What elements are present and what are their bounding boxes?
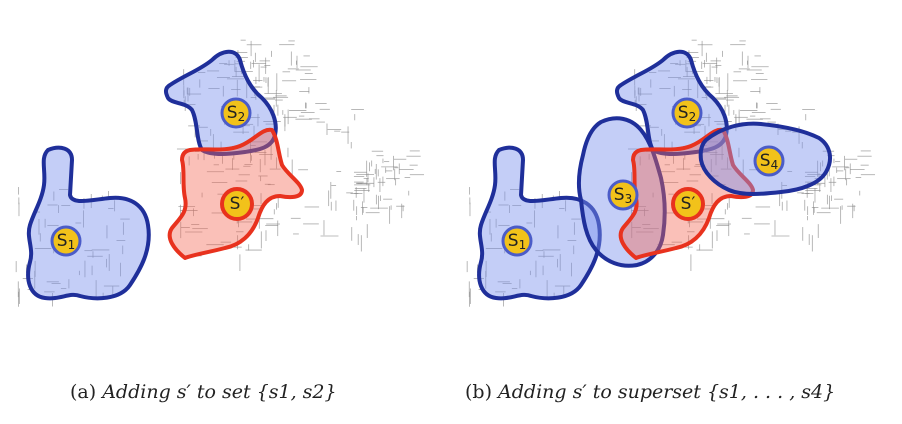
caption-b-tag: (b)	[465, 381, 492, 403]
region-s2	[163, 49, 278, 156]
panel-b-map: S1 S2 S3 S4 S′	[466, 39, 876, 307]
caption-b-text: Adding s′ to superset {s1, . . . , s4}	[498, 381, 836, 403]
caption-a-text: Adding s′ to set {s1, s2}	[102, 381, 337, 403]
road-network	[466, 39, 876, 307]
node-s2: S2	[671, 97, 703, 129]
node-s2: S2	[220, 97, 252, 129]
region-s1	[477, 145, 602, 301]
node-s1-label: S1	[57, 231, 75, 252]
node-s1-label: S1	[508, 231, 526, 252]
panel-a-map: S1 S2 S′	[15, 39, 425, 307]
region-s1	[26, 145, 151, 301]
node-s4: S4	[753, 145, 785, 177]
node-s3: S3	[607, 179, 639, 211]
node-s1: S1	[501, 225, 533, 257]
node-s4-label: S4	[760, 151, 778, 172]
caption-b: (b) Adding s′ to superset {s1, . . . , s…	[465, 378, 835, 406]
node-s-prime: S′	[671, 187, 705, 221]
caption-a: (a) Adding s′ to set {s1, s2}	[70, 378, 337, 406]
caption-a-tag: (a)	[70, 381, 97, 403]
region-s2	[614, 49, 729, 156]
node-s3-label: S3	[614, 185, 632, 206]
node-s-prime-label: S′	[681, 194, 696, 214]
node-s-prime: S′	[220, 187, 254, 221]
node-s1: S1	[50, 225, 82, 257]
node-s2-label: S2	[678, 103, 696, 124]
node-s2-label: S2	[227, 103, 245, 124]
node-s-prime-label: S′	[230, 194, 245, 214]
